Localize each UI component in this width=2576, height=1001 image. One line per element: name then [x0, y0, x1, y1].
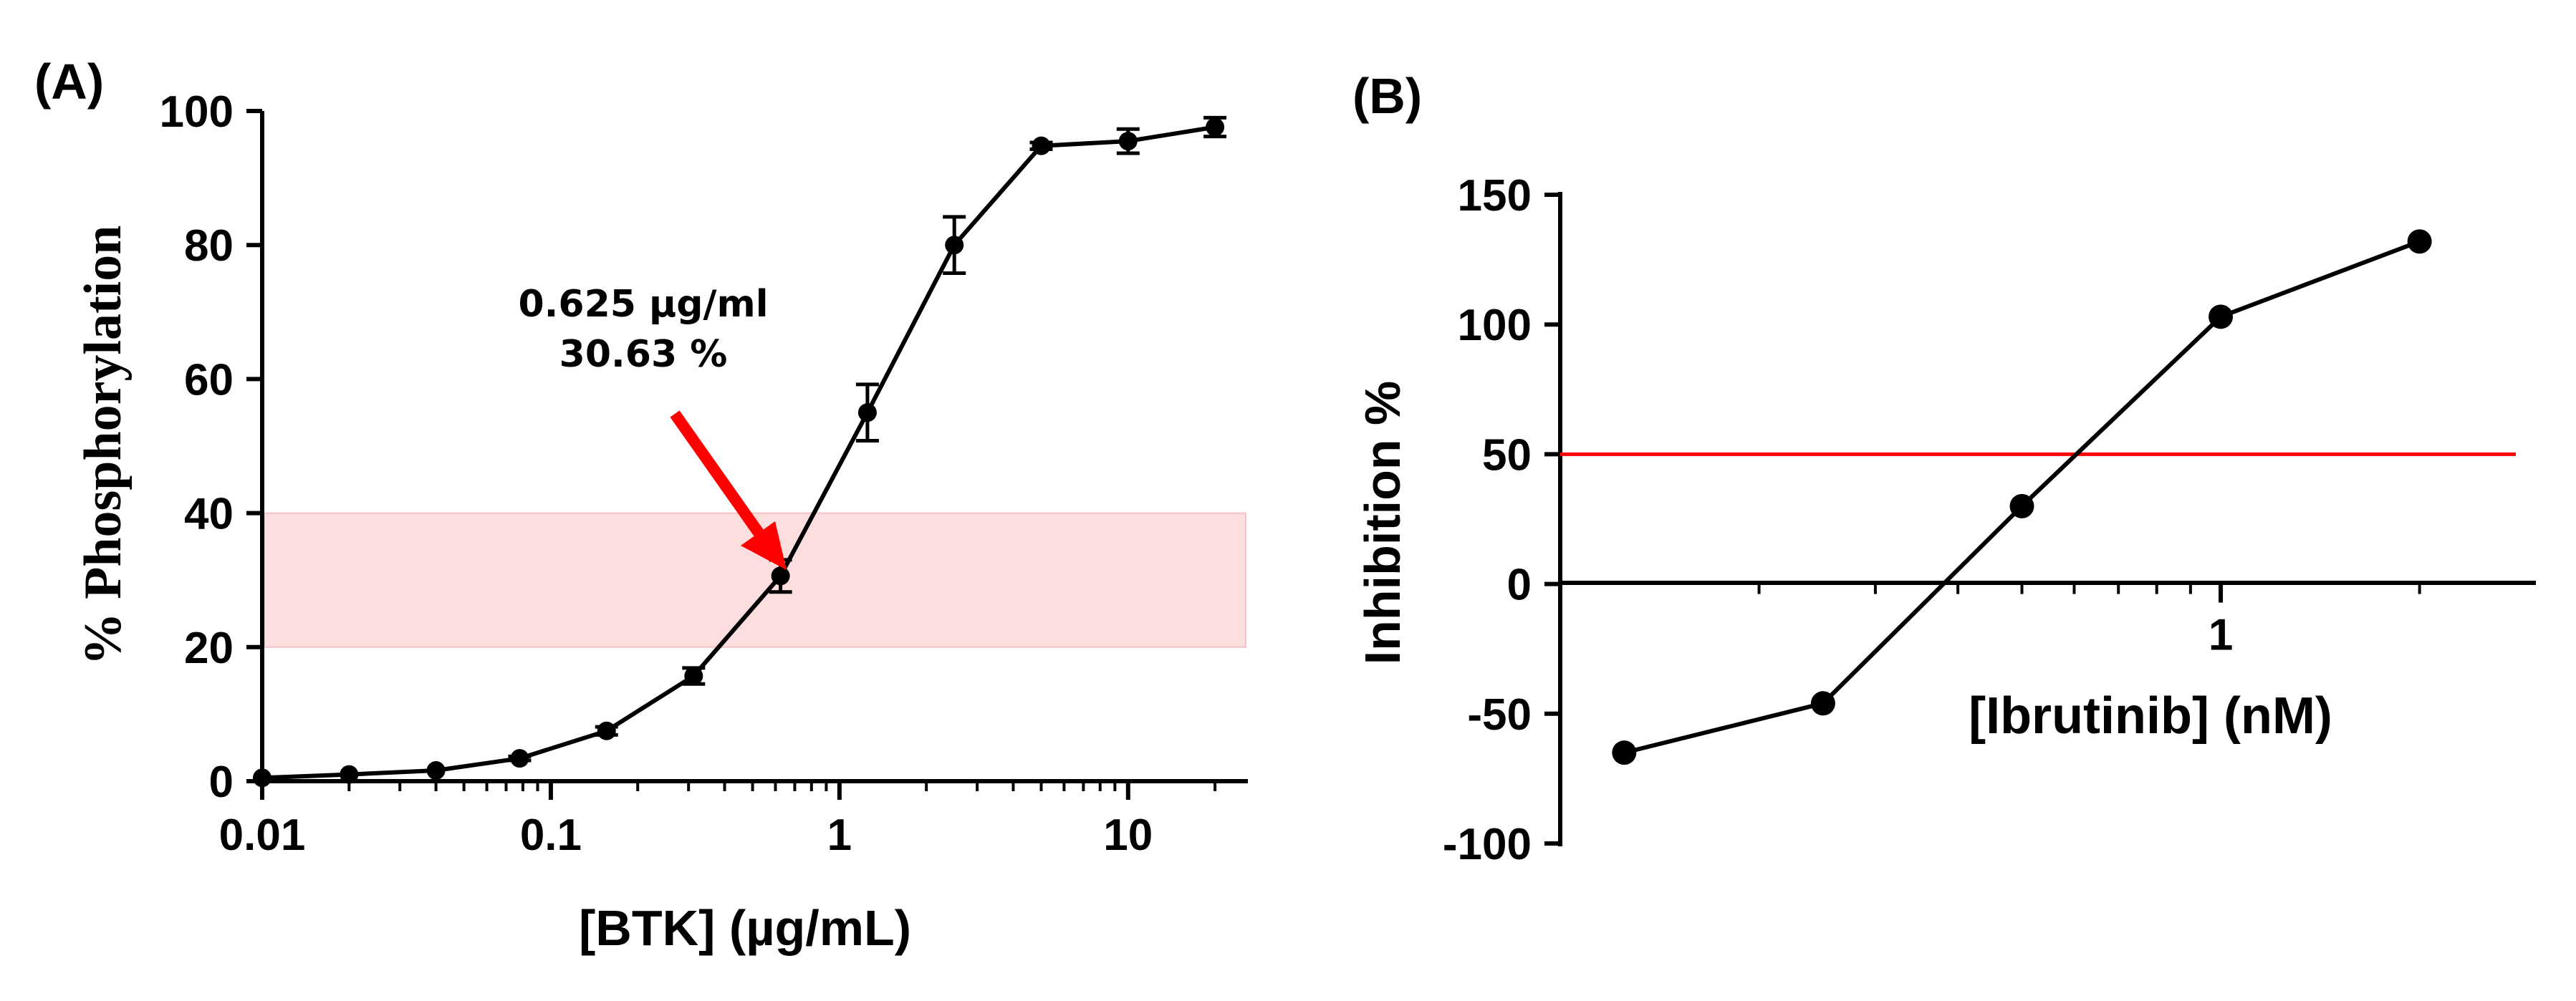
data-point: [771, 566, 790, 586]
y-ticks-a: 0 20 40 60 80 100: [160, 87, 262, 807]
y-tick-label: 20: [184, 624, 234, 673]
y-tick-label: 0: [1507, 561, 1532, 610]
data-point: [1118, 132, 1138, 151]
data-points-b: [1612, 229, 2432, 765]
x-axis-label-b: [Ibrutinib] (nM): [1969, 687, 2332, 745]
y-tick-label: 0: [209, 758, 234, 807]
error-bars-a: [508, 115, 1227, 763]
annotation-line-1: 0.625 µg/ml: [518, 283, 768, 326]
x-ticks-a: 0.01 0.1 1 10: [219, 781, 1217, 860]
axes-a: [260, 111, 1248, 783]
data-points-a: [253, 117, 1225, 788]
data-point: [597, 721, 616, 740]
y-tick-label: 100: [1458, 301, 1532, 350]
data-point: [340, 765, 359, 784]
data-point: [2009, 493, 2034, 518]
data-point: [426, 761, 446, 780]
x-tick-label: 10: [1103, 811, 1153, 860]
data-point: [1612, 740, 1637, 765]
data-point: [945, 236, 964, 255]
annotation-arrow-head: [741, 521, 787, 570]
y-axis-label-b: Inhibition %: [1355, 381, 1410, 665]
y-tick-label: -100: [1443, 820, 1532, 869]
annotation-a: 0.625 µg/ml 30.63 %: [518, 283, 787, 570]
y-tick-label: 80: [184, 221, 234, 271]
panel-label-b: (B): [1352, 68, 1422, 124]
y-ticks-b: -100 -50 0 50 100 150: [1443, 171, 1560, 869]
y-tick-label: 150: [1458, 171, 1532, 221]
x-axis-label-a: [BTK] (µg/mL): [579, 900, 911, 956]
x-tick-label: 0.1: [520, 811, 582, 860]
data-point: [684, 667, 703, 686]
y-tick-label: 60: [184, 355, 234, 405]
data-point: [253, 768, 271, 788]
data-point: [2209, 304, 2234, 329]
y-tick-label: 100: [160, 87, 234, 137]
series-line-a: [261, 125, 1216, 780]
y-tick-label: 50: [1482, 430, 1532, 480]
x-ticks-b: 1: [1757, 584, 2421, 660]
y-tick-label: -50: [1467, 690, 1532, 740]
annotation-line-2: 30.63 %: [559, 333, 728, 376]
data-point: [857, 403, 877, 422]
y-tick-label: 40: [184, 490, 234, 539]
data-point: [1206, 117, 1225, 137]
x-tick-label: 1: [2209, 611, 2233, 660]
x-tick-label: 0.01: [219, 811, 306, 860]
y-axis-label-a: % Phosphorylation: [74, 226, 133, 666]
data-point: [1032, 136, 1051, 155]
data-point: [1810, 691, 1835, 716]
data-point: [510, 749, 529, 768]
x-tick-label: 1: [827, 811, 852, 860]
chart-a: (A) 0 20 40 60 80 100 0.01 0.1 1 10 [BTK] (µg/mL…: [34, 54, 1248, 956]
annotation-arrow-shaft: [670, 410, 769, 543]
data-point: [2407, 229, 2432, 254]
panel-label-a: (A): [34, 54, 104, 110]
axes-b: [1558, 192, 2536, 846]
